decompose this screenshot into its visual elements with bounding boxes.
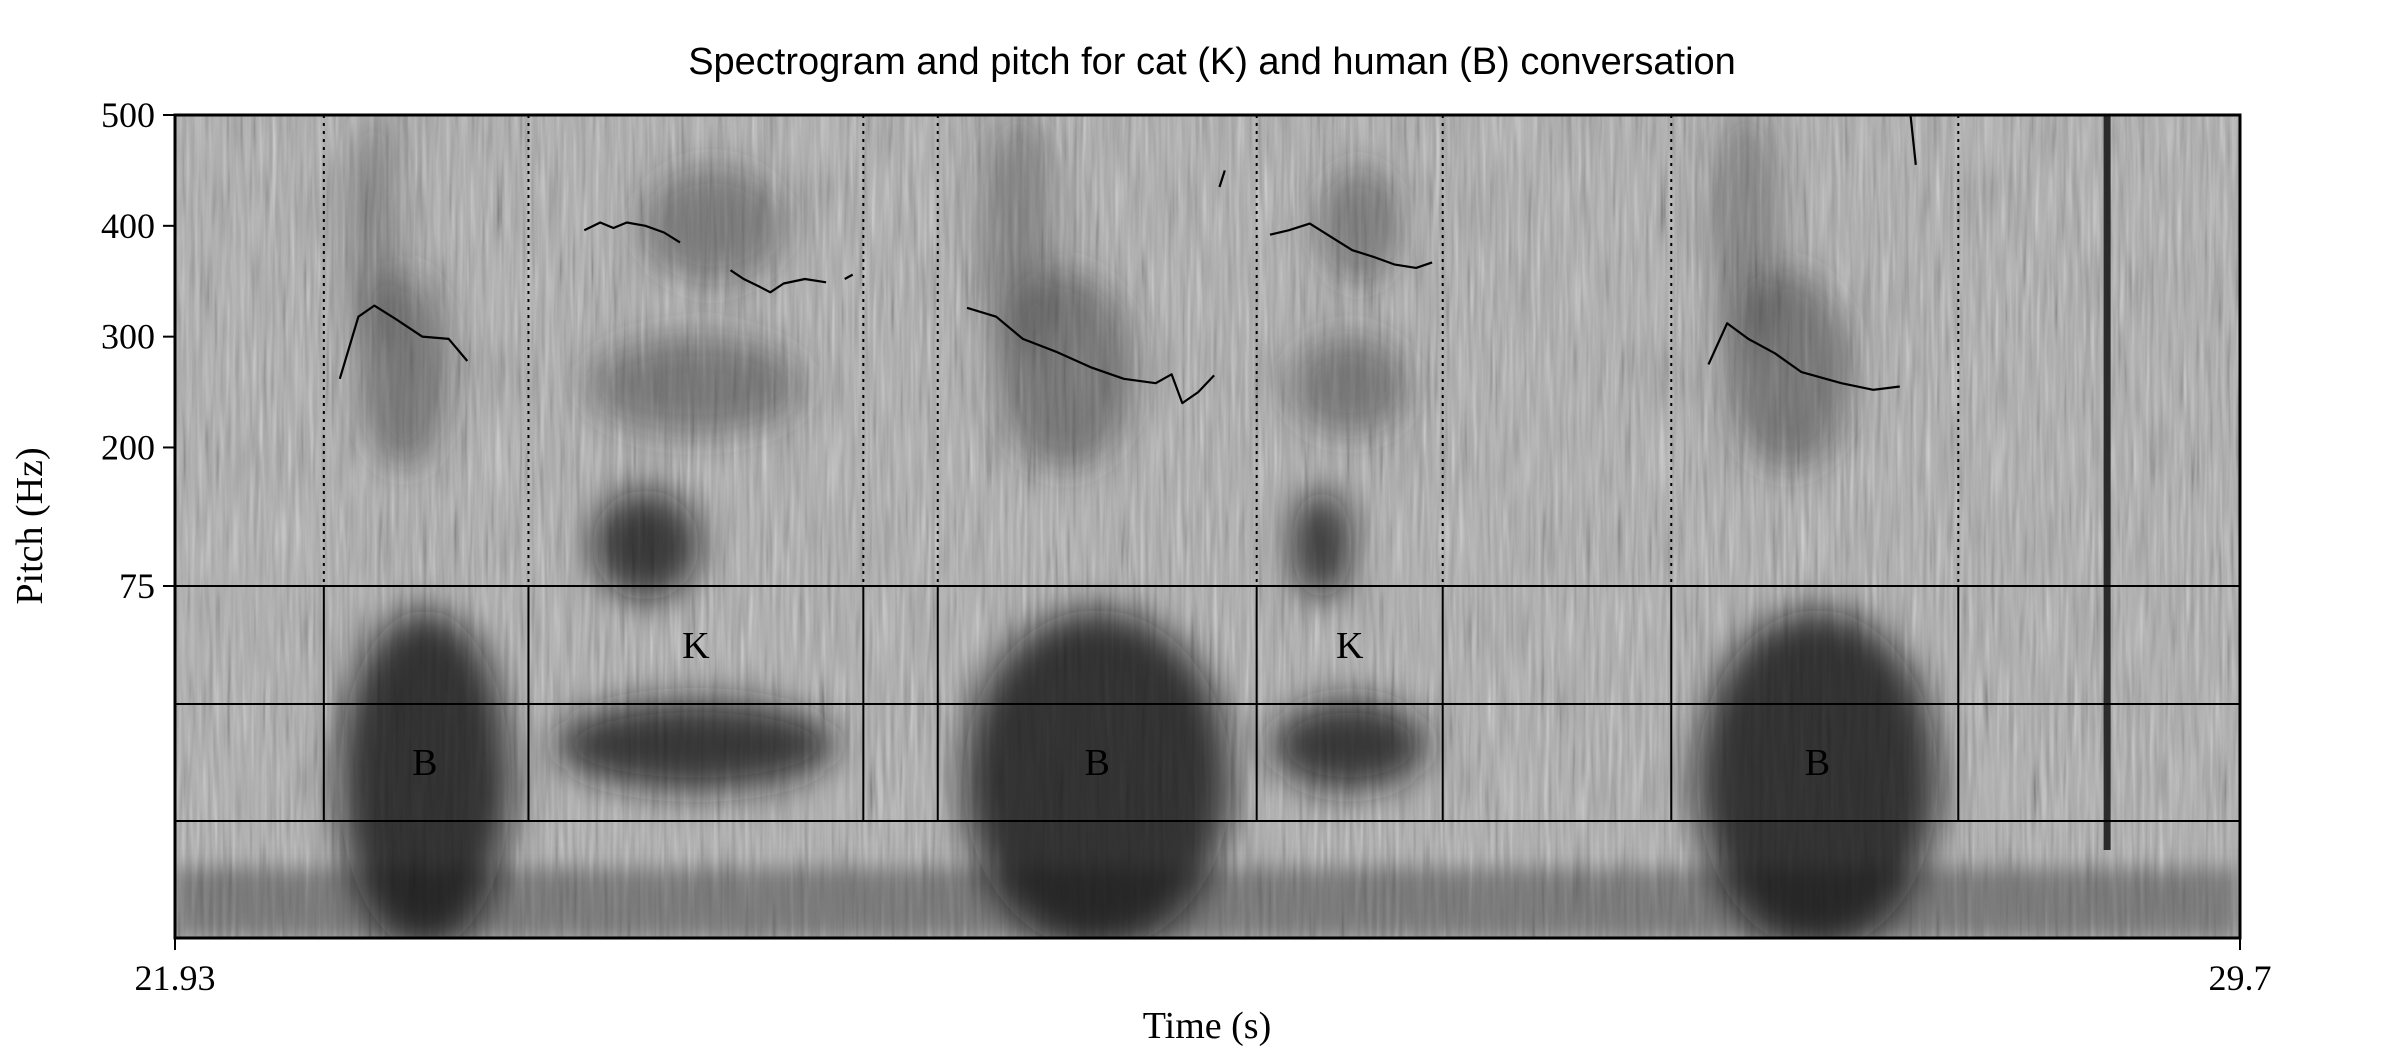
energy-blob	[555, 700, 837, 790]
energy-blob	[1292, 490, 1352, 600]
y-tick-label: 200	[101, 427, 155, 467]
pitch-axis: 75 200 300 400 500	[101, 95, 175, 606]
tier-label-B: B	[1805, 742, 1830, 784]
pitch-contour	[1707, 322, 1900, 391]
energy-blobs	[338, 115, 1938, 938]
energy-blob	[338, 610, 511, 938]
y-tick-label: 400	[101, 206, 155, 246]
spectrogram-image	[175, 115, 2240, 938]
energy-blob	[1288, 335, 1412, 435]
time-axis: 21.93 29.7 Time (s)	[135, 938, 2272, 1047]
energy-blob	[349, 115, 399, 350]
energy-blob	[1696, 610, 1938, 938]
energy-blob	[638, 165, 787, 285]
energy-blob	[1711, 115, 1781, 350]
pitch-contour	[1909, 115, 1917, 166]
y-axis-label: Pitch (Hz)	[9, 447, 51, 604]
pitch-contour	[729, 269, 827, 294]
pitch-contour	[583, 221, 681, 244]
pitch-contours	[338, 115, 1917, 405]
tier-label-K: K	[1336, 625, 1364, 667]
x-axis-label: Time (s)	[1143, 1005, 1271, 1047]
pitch-contour	[338, 304, 469, 380]
x-tick-label-end: 29.7	[2209, 958, 2272, 998]
y-tick-label: 500	[101, 95, 155, 135]
energy-blob	[963, 610, 1232, 938]
y-tick-label: 300	[101, 317, 155, 357]
x-tick-label-start: 21.93	[135, 958, 216, 998]
segment-boundaries	[322, 115, 1960, 821]
tier-label-K: K	[682, 625, 710, 667]
plot-frame	[173, 113, 2242, 940]
y-tick-label: 75	[119, 566, 155, 606]
pitch-contour	[1218, 170, 1226, 188]
energy-blob	[585, 335, 807, 435]
tier-label-B: B	[412, 742, 437, 784]
tier-label-B: B	[1085, 742, 1110, 784]
energy-blob	[979, 115, 1056, 350]
pitch-contour	[844, 273, 854, 280]
tier-labels: K K B B B	[412, 625, 1830, 784]
energy-blob	[592, 490, 700, 600]
energy-blob	[1271, 700, 1428, 790]
pitch-contour	[966, 306, 1215, 405]
energy-blob	[1318, 165, 1400, 285]
chart-title: Spectrogram and pitch for cat (K) and hu…	[688, 41, 1736, 83]
pitch-contour	[1269, 222, 1433, 269]
